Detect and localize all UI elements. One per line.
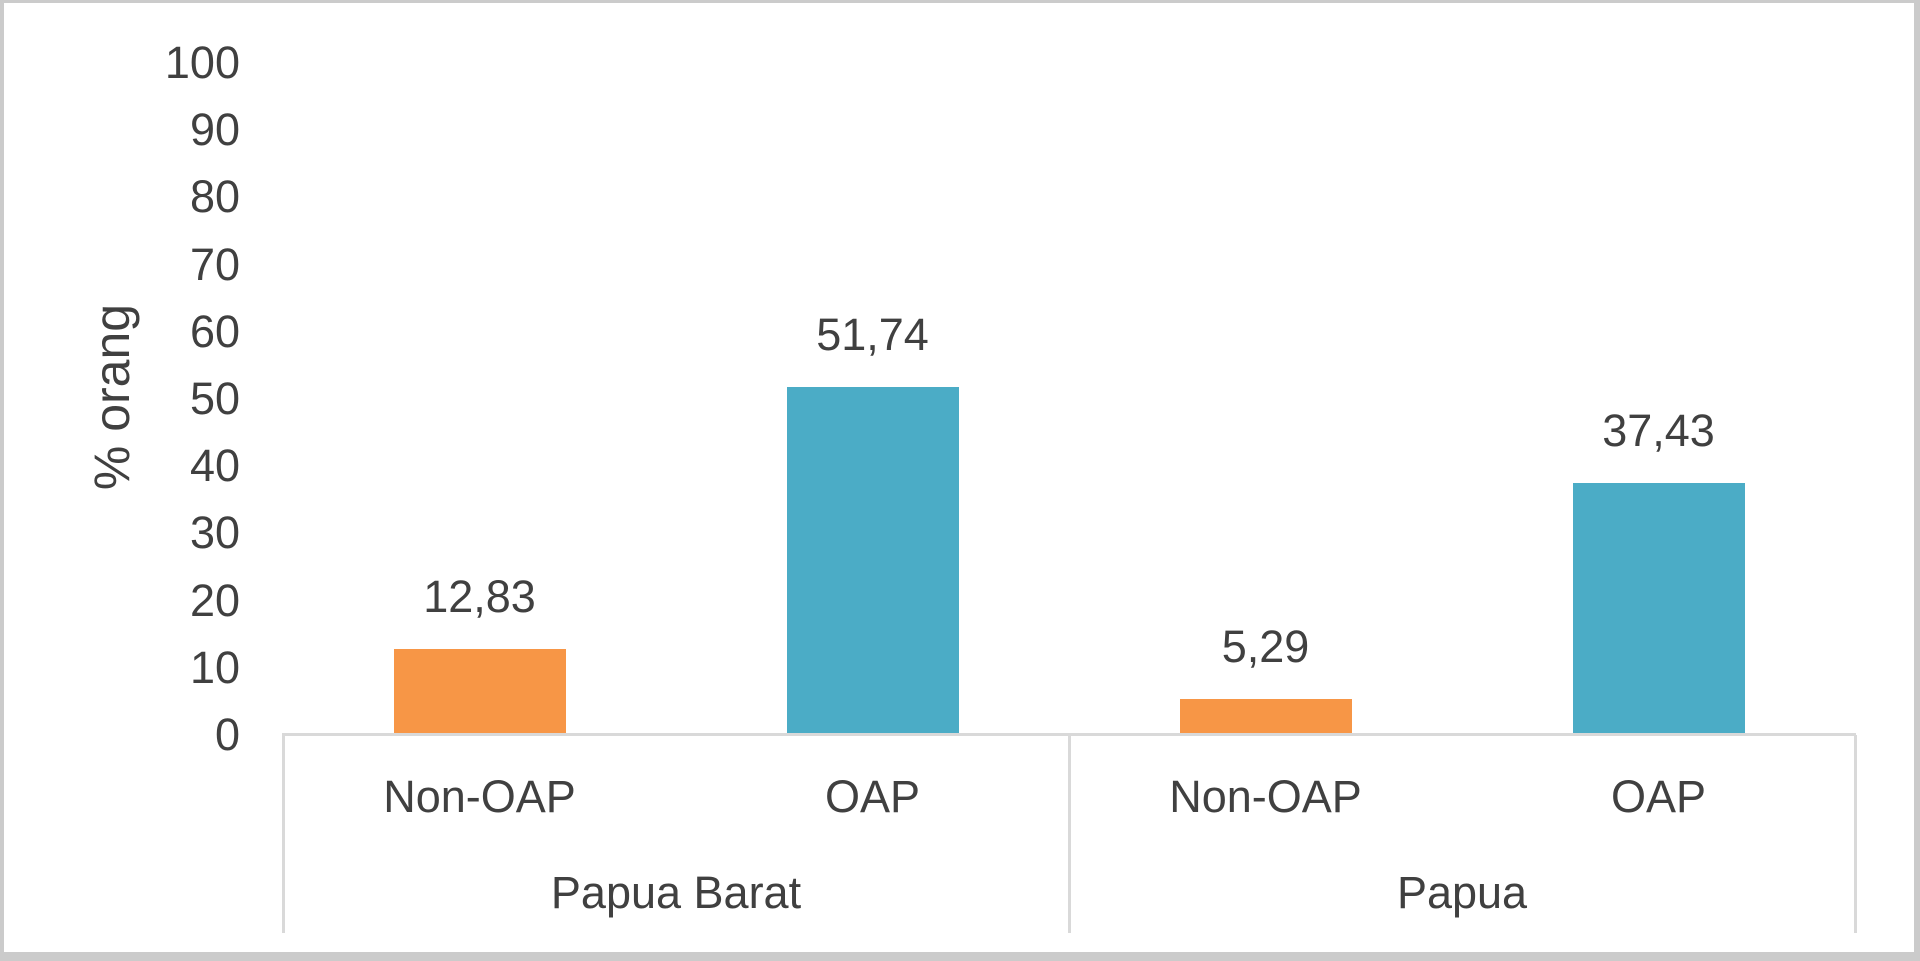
- group-label: Papua Barat: [550, 867, 802, 918]
- bar-oap-0: [786, 387, 959, 735]
- category-label: OAP: [824, 771, 921, 822]
- y-tick-label: 30: [189, 507, 240, 559]
- y-tick-label: 80: [189, 171, 240, 223]
- axis-boundary-line: [1854, 735, 1857, 933]
- x-axis-line: [282, 733, 1856, 736]
- y-tick-label: 20: [189, 574, 240, 626]
- category-label: Non-OAP: [383, 771, 576, 822]
- bar-value-label: 12,83: [423, 570, 536, 622]
- bar-non-oap-0: [393, 648, 566, 735]
- y-tick-label: 10: [189, 641, 240, 693]
- category-label: OAP: [1610, 771, 1707, 822]
- y-tick-label: 90: [189, 104, 240, 156]
- y-tick-label: 70: [189, 238, 240, 290]
- y-tick-label: 40: [189, 440, 240, 492]
- axis-boundary-line: [1068, 735, 1071, 933]
- category-label: Non-OAP: [1169, 771, 1362, 822]
- y-tick-label: 100: [164, 37, 240, 88]
- y-tick-label: 60: [189, 305, 240, 357]
- bar-oap-1: [1572, 483, 1745, 735]
- bar-non-oap-1: [1179, 699, 1352, 735]
- bar-value-label: 5,29: [1221, 621, 1310, 673]
- y-tick-label: 0: [214, 709, 240, 760]
- axis-boundary-line: [282, 735, 285, 933]
- bar-value-label: 37,43: [1602, 405, 1715, 457]
- y-tick-label: 50: [189, 373, 240, 424]
- bar-value-label: 51,74: [816, 309, 929, 361]
- group-label: Papua: [1396, 867, 1528, 918]
